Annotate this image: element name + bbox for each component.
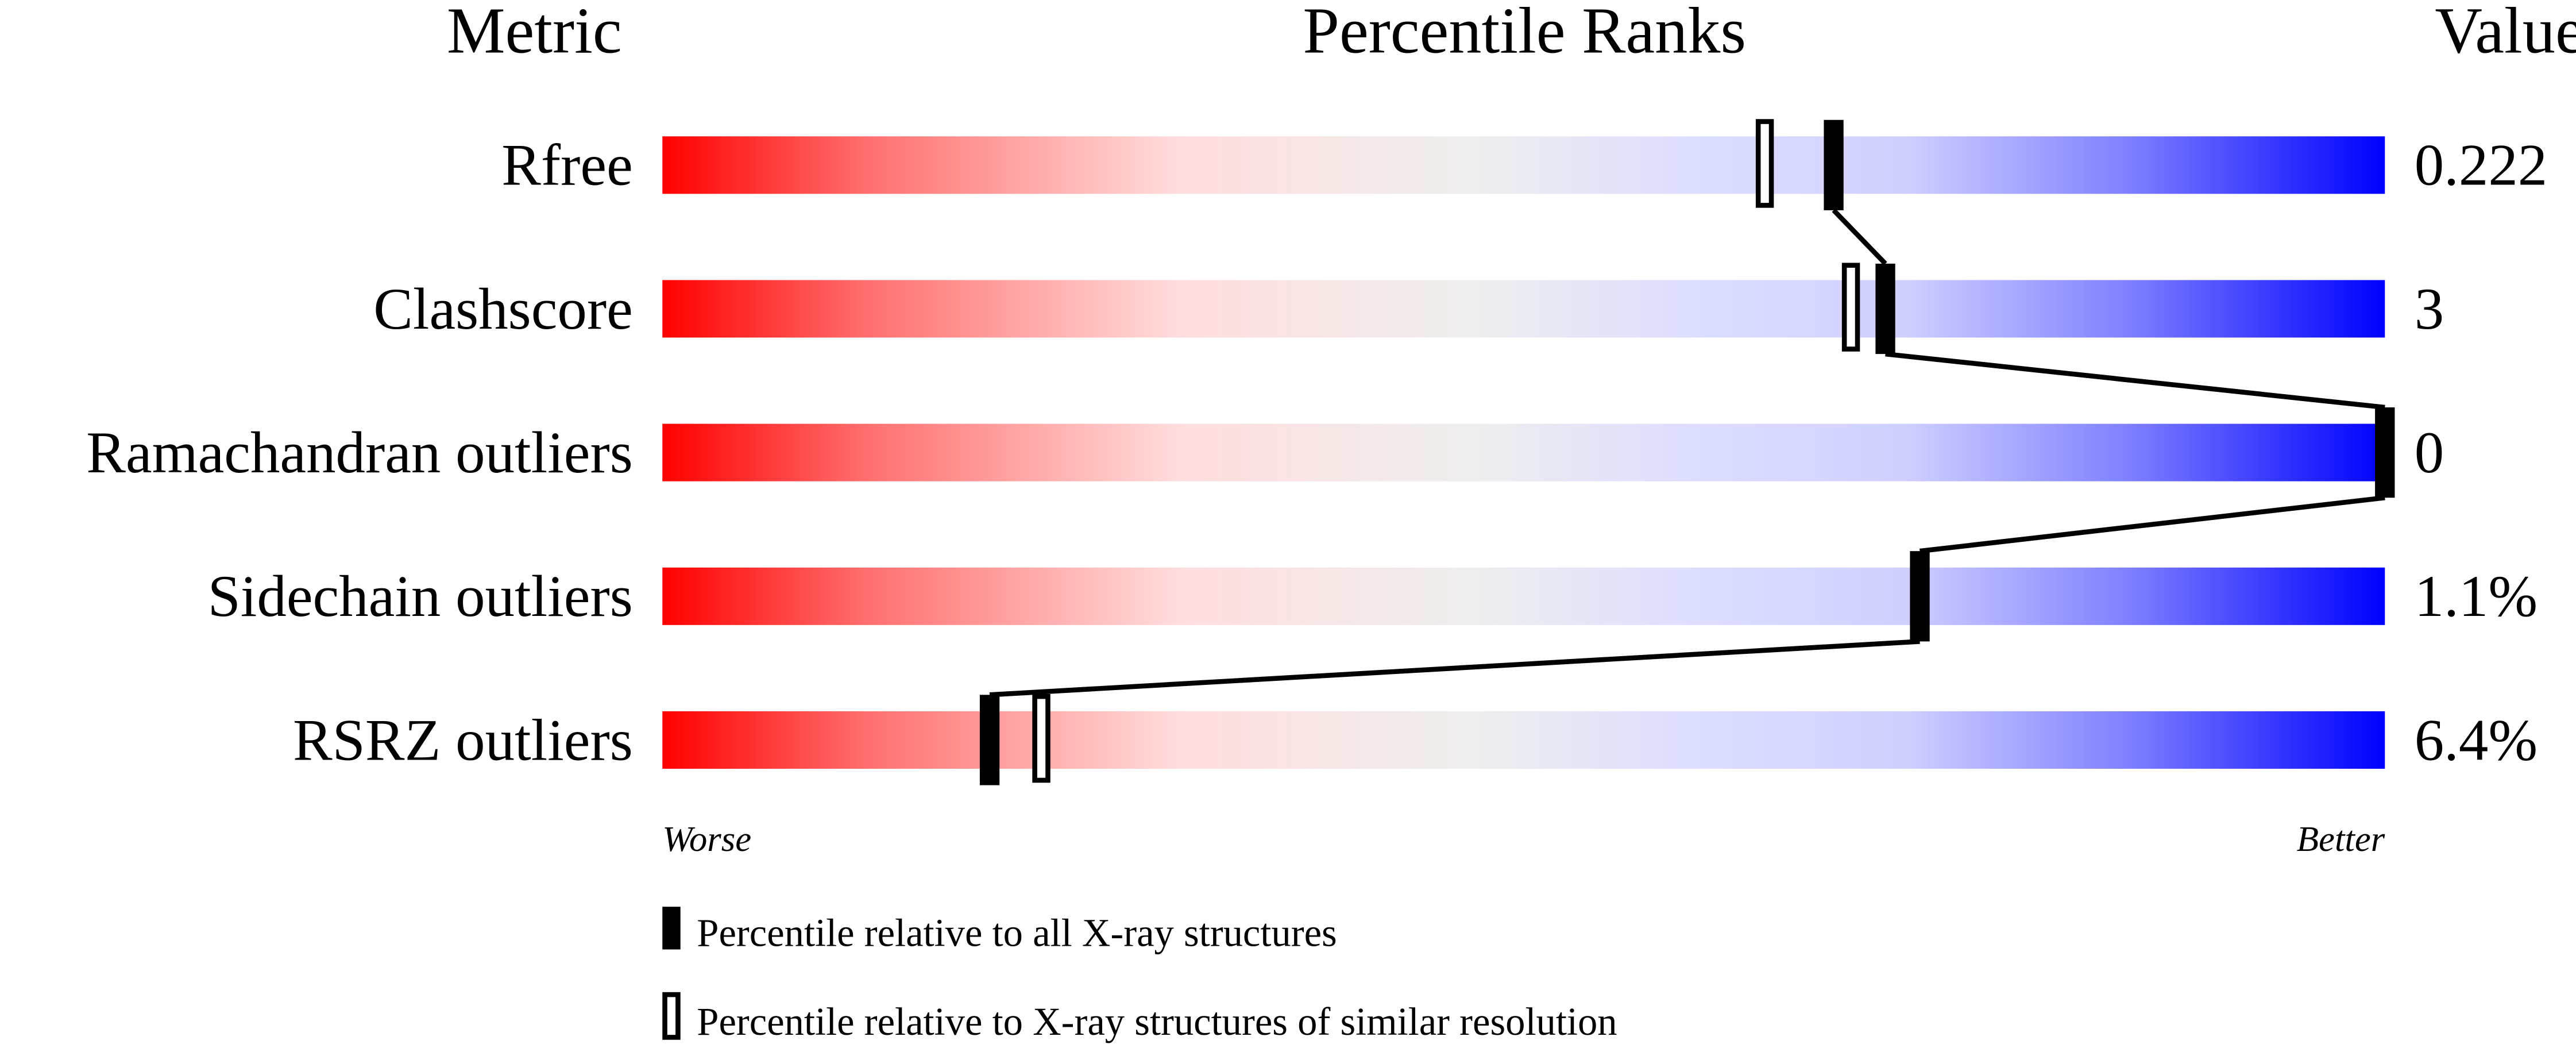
header-value: Value bbox=[2435, 0, 2576, 67]
percentile-bar bbox=[662, 711, 2385, 769]
percentile-bar bbox=[662, 280, 2385, 338]
metric-label: Clashscore bbox=[373, 276, 633, 342]
legend-open-label: Percentile relative to X-ray structures … bbox=[697, 1000, 1617, 1043]
legend-filled-label: Percentile relative to all X-ray structu… bbox=[697, 911, 1337, 955]
all-structures-marker bbox=[2375, 407, 2395, 498]
similar-resolution-marker bbox=[1841, 263, 1860, 352]
all-structures-marker bbox=[1910, 551, 1930, 642]
connector-line bbox=[1920, 495, 2385, 554]
metric-value: 0 bbox=[2415, 420, 2444, 486]
all-structures-marker bbox=[979, 695, 1000, 785]
all-structures-marker bbox=[1824, 120, 1844, 210]
metric-value: 3 bbox=[2415, 276, 2444, 342]
header-percentile: Percentile Ranks bbox=[1303, 0, 1746, 67]
percentile-bar bbox=[662, 567, 2385, 625]
axis-better-label: Better bbox=[2297, 819, 2385, 859]
metric-label: Rfree bbox=[501, 133, 633, 198]
connector-line bbox=[1885, 351, 2385, 410]
metric-value: 6.4% bbox=[2415, 707, 2538, 773]
similar-resolution-marker bbox=[1032, 693, 1051, 783]
similar-resolution-marker bbox=[1755, 119, 1774, 208]
connector-line bbox=[989, 639, 1920, 698]
metric-value: 1.1% bbox=[2415, 564, 2538, 629]
legend-filled-marker bbox=[662, 907, 681, 950]
all-structures-marker bbox=[1875, 263, 1895, 355]
metric-value: 0.222 bbox=[2415, 133, 2548, 198]
header-metric: Metric bbox=[447, 0, 622, 67]
percentile-bar bbox=[662, 136, 2385, 194]
connector-line bbox=[1832, 208, 1887, 265]
metric-label: Sidechain outliers bbox=[208, 564, 633, 629]
metric-label: Ramachandran outliers bbox=[86, 420, 633, 486]
percentile-bar bbox=[662, 423, 2385, 481]
axis-worse-label: Worse bbox=[662, 819, 751, 859]
legend-open-marker bbox=[662, 992, 681, 1040]
metric-label: RSRZ outliers bbox=[293, 707, 633, 773]
